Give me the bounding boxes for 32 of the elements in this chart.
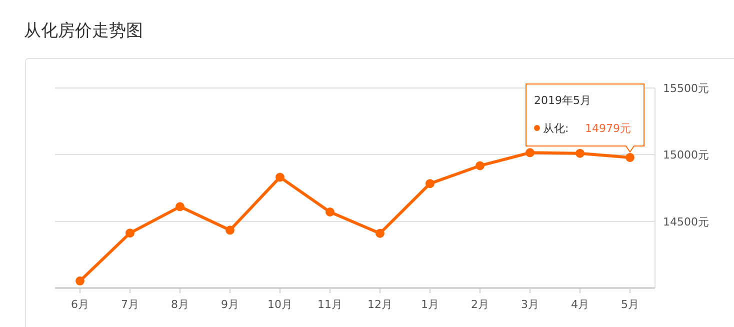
point xyxy=(126,228,134,238)
point xyxy=(626,152,634,162)
x-tick-label: 1月 xyxy=(421,298,439,311)
x-tick-label: 6月 xyxy=(71,298,89,311)
x-tick-label: 12月 xyxy=(368,298,392,311)
point xyxy=(426,179,434,188)
point xyxy=(76,276,84,286)
x-tick-label: 10月 xyxy=(268,298,292,311)
x-tick-label: 8月 xyxy=(171,298,189,311)
point xyxy=(326,208,334,216)
point xyxy=(176,202,184,212)
x-tick-label: 11月 xyxy=(318,298,342,311)
x-tick-label: 9月 xyxy=(221,298,239,311)
point xyxy=(476,161,484,170)
point xyxy=(526,148,534,158)
tooltip: 2019年5月 从化: 14979元 xyxy=(526,84,644,153)
annotation: 14979元 xyxy=(585,122,631,135)
point xyxy=(276,172,284,182)
x-tick-label: 4月 xyxy=(571,298,589,311)
x-tick-label: 3月 xyxy=(521,298,539,311)
annotation: 2019年5月 xyxy=(534,94,591,107)
y-tick-label: 14500元 xyxy=(663,215,709,228)
x-tick-label: 5月 xyxy=(621,298,639,311)
point xyxy=(576,148,584,158)
point xyxy=(376,228,384,238)
x-tick-label: 2月 xyxy=(471,298,489,311)
annotation: 从化: xyxy=(543,122,569,135)
y-tick-label: 15000元 xyxy=(663,148,709,162)
x-tick-label: 7月 xyxy=(121,298,139,311)
y-tick-label: 15500元 xyxy=(663,82,709,95)
point xyxy=(226,226,234,235)
chart-title: 从化房价走势图 xyxy=(24,21,143,41)
